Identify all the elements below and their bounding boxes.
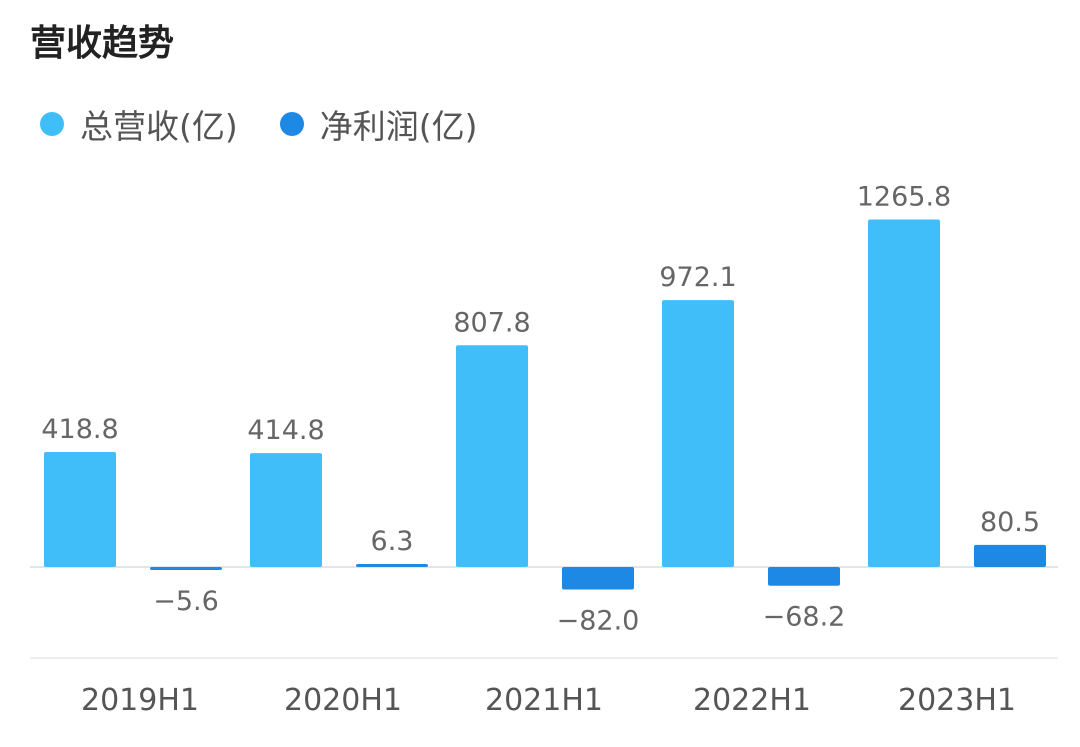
profit-bar-2021H1 xyxy=(562,567,634,590)
revenue-bar-2022H1 xyxy=(662,300,734,567)
legend-label-revenue: 总营收(亿) xyxy=(80,107,238,146)
category-label-2023H1: 2023H1 xyxy=(898,683,1016,718)
legend-dot-revenue xyxy=(40,112,64,136)
revenue-bar-2019H1 xyxy=(44,452,116,567)
revenue-bar-2020H1 xyxy=(250,453,322,567)
category-label-2022H1: 2022H1 xyxy=(693,683,811,718)
legend-item-profit: 净利润(亿) xyxy=(279,100,478,148)
legend-dot-profit xyxy=(279,112,304,136)
revenue-value-label-2021H1: 807.8 xyxy=(453,307,530,338)
profit-bar-2022H1 xyxy=(768,567,840,586)
chart-title: 营收趋势 xyxy=(30,23,175,64)
revenue-value-label-2020H1: 414.8 xyxy=(247,415,324,446)
revenue-bar-2023H1 xyxy=(868,219,940,567)
profit-value-label-2020H1: 6.3 xyxy=(371,526,414,557)
revenue-value-label-2019H1: 418.8 xyxy=(41,414,118,445)
revenue-value-label-2022H1: 972.1 xyxy=(659,262,736,293)
profit-value-label-2021H1: −82.0 xyxy=(557,606,640,637)
category-label-2019H1: 2019H1 xyxy=(81,683,199,718)
legend-item-revenue: 总营收(亿) xyxy=(40,100,238,148)
revenue-bar-2021H1 xyxy=(456,345,528,567)
profit-value-label-2019H1: −5.6 xyxy=(153,586,219,617)
profit-bar-2020H1 xyxy=(356,564,428,567)
profit-bar-2023H1 xyxy=(974,544,1046,567)
category-label-2021H1: 2021H1 xyxy=(485,683,603,718)
legend-label-profit: 净利润(亿) xyxy=(319,107,478,146)
category-label-2020H1: 2020H1 xyxy=(284,683,402,718)
revenue-value-label-2023H1: 1265.8 xyxy=(857,182,951,213)
bar-chart: 418.8 414.8 807.8 972.1 1265.8 −5.6 6.3 −82.0 −6… xyxy=(30,182,1058,718)
profit-bar-2019H1 xyxy=(150,567,222,570)
profit-value-label-2023H1: 80.5 xyxy=(980,507,1040,538)
profit-value-label-2022H1: −68.2 xyxy=(763,602,846,633)
legend: 总营收(亿) 净利润(亿) xyxy=(40,100,520,148)
